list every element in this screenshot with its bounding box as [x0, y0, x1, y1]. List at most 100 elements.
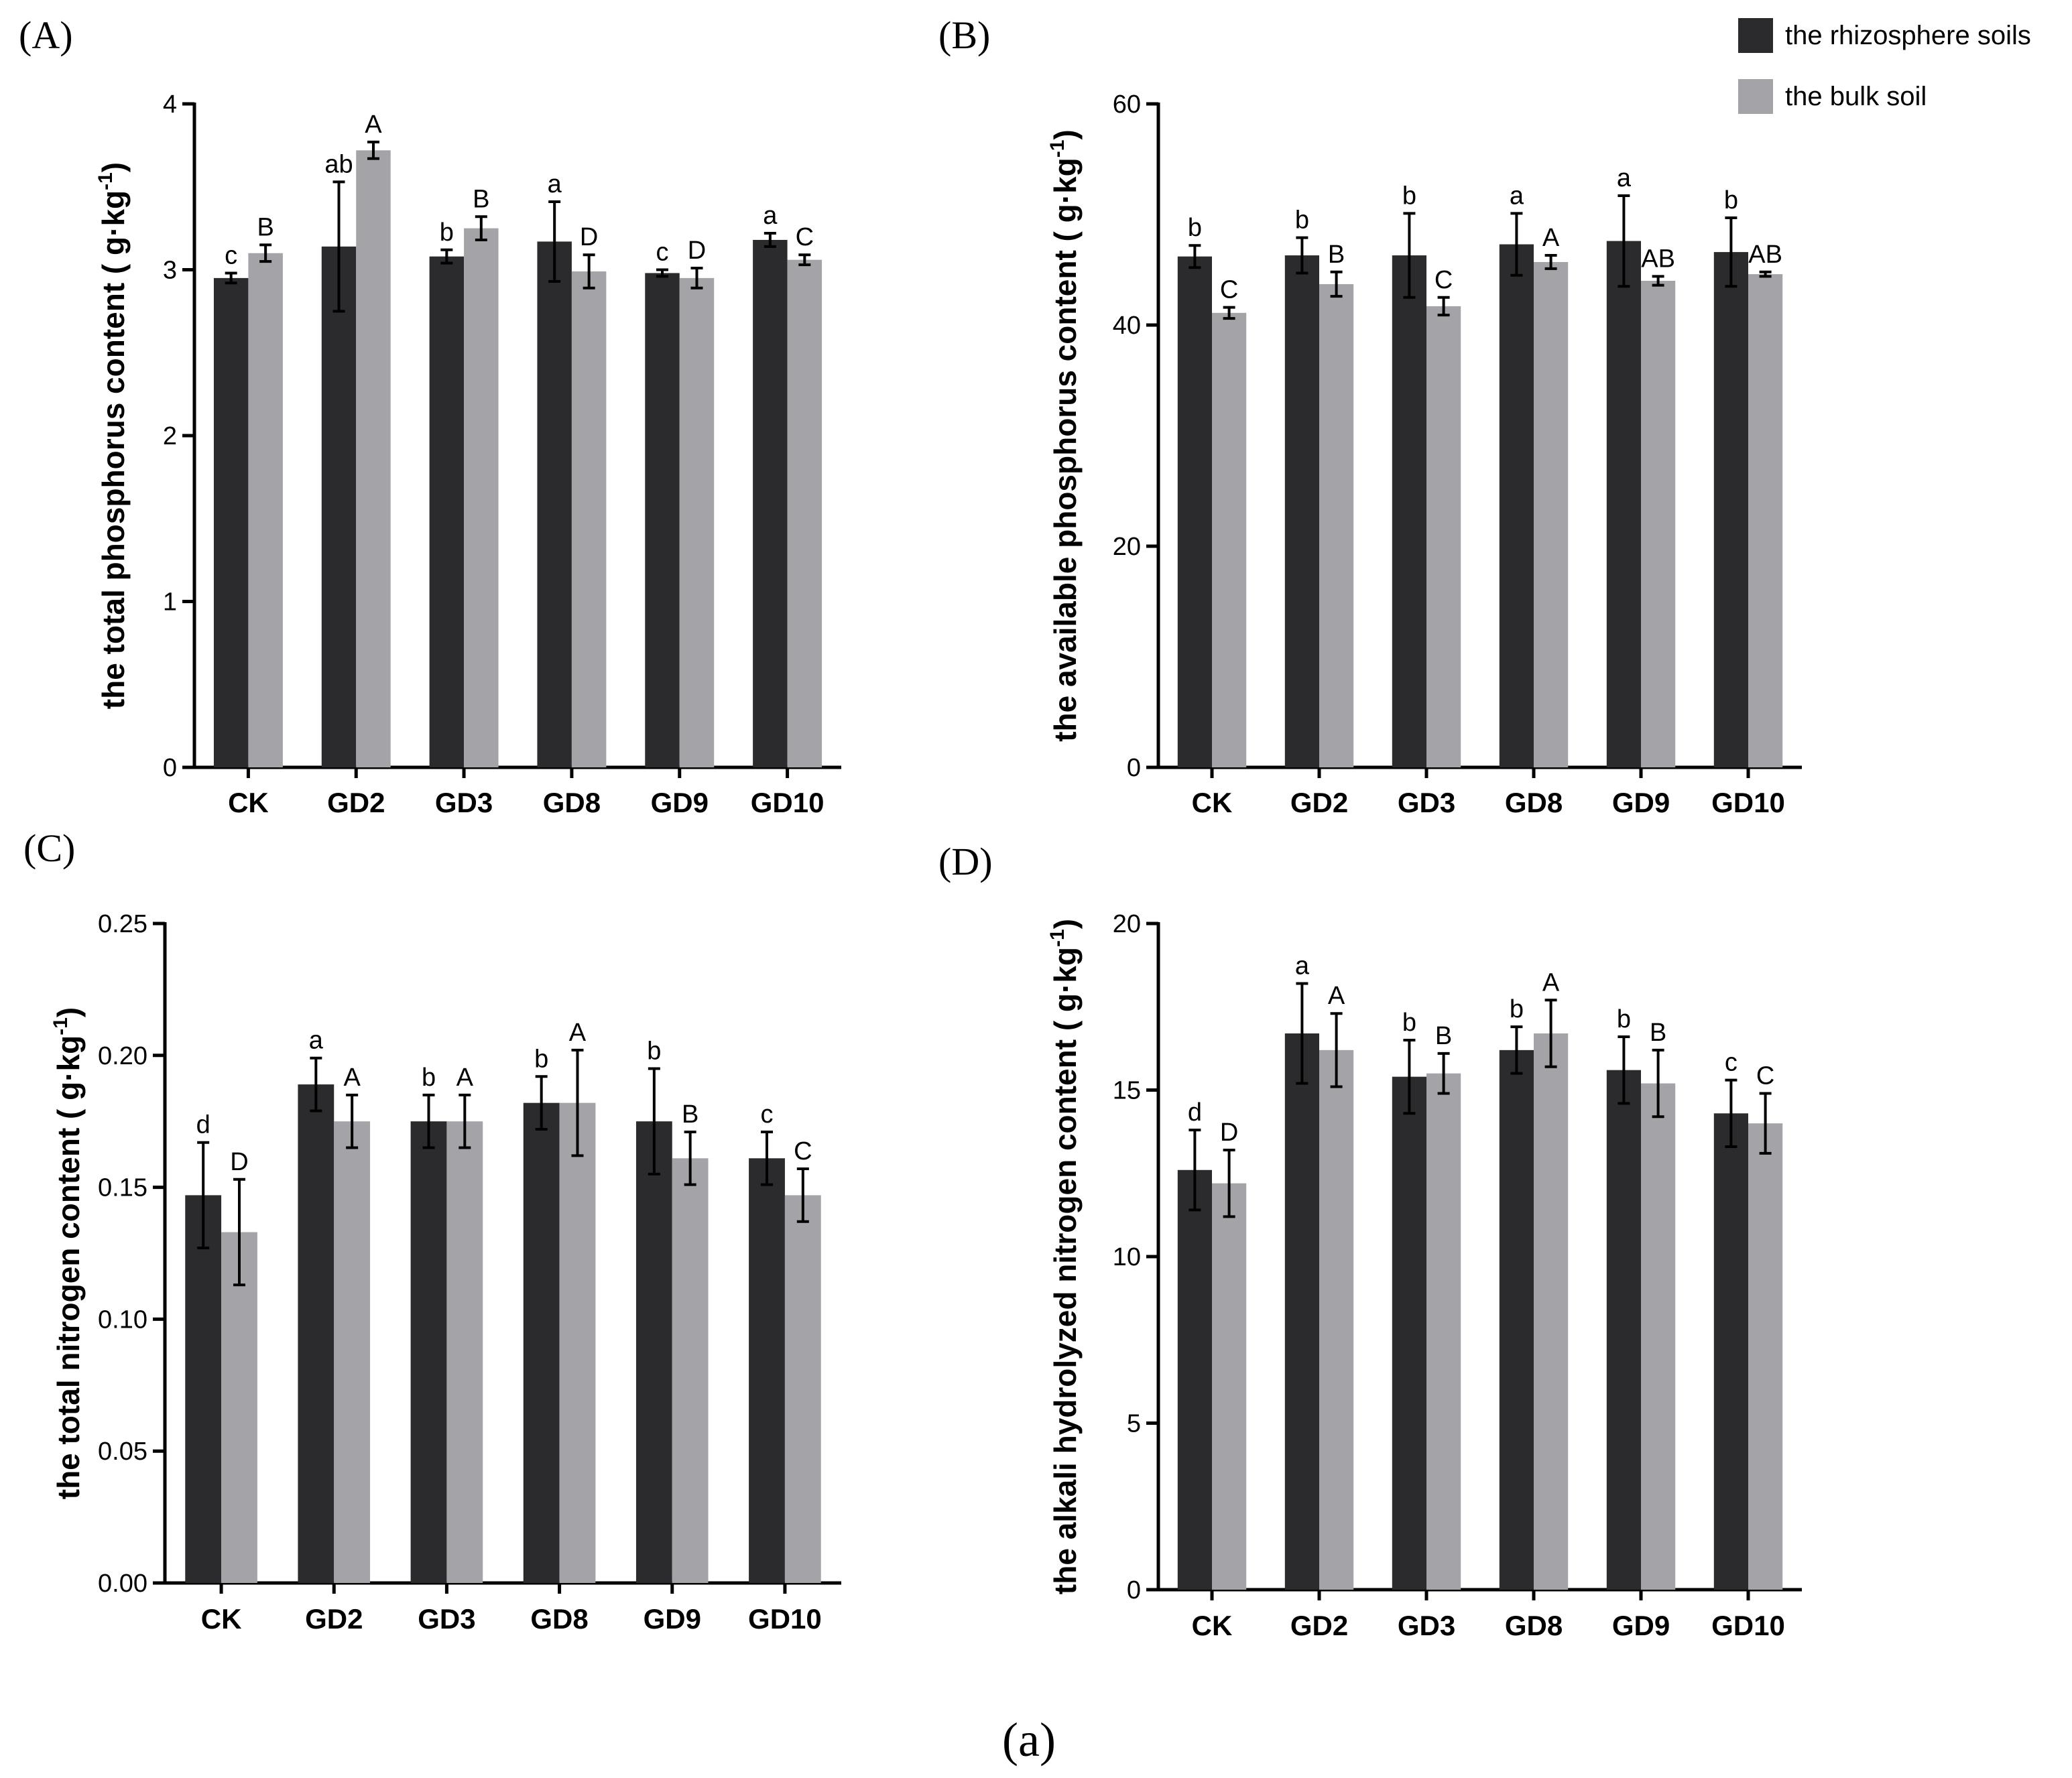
significance-letter: A	[569, 1019, 587, 1047]
x-tick-label: CK	[1192, 1610, 1233, 1641]
x-tick-label: CK	[1192, 787, 1233, 818]
chart-panel-c: (C) 0.00 0.05 0.10 0.15 0.20 0.25 the total nit…	[23, 826, 841, 1635]
significance-letter: b	[422, 1064, 436, 1092]
bar-bulk	[1748, 274, 1783, 768]
y-tick-label: 60	[1113, 90, 1141, 119]
y-tick-label: 5	[1127, 1410, 1141, 1438]
x-tick-label: GD2	[327, 787, 385, 818]
significance-letter: a	[1295, 952, 1310, 980]
significance-letter: d	[196, 1111, 210, 1139]
bar-rhizosphere	[429, 256, 465, 767]
bar-bulk	[1319, 1050, 1354, 1590]
y-tick-label: 2	[163, 422, 177, 450]
significance-letter: b	[440, 218, 454, 247]
significance-letter: D	[688, 237, 706, 265]
x-tick-label: GD8	[530, 1603, 588, 1635]
significance-letter: AB	[1748, 241, 1782, 269]
significance-letter: b	[1402, 1009, 1416, 1037]
y-axis-label: the available phosphorus content ( g·kg-…	[1046, 129, 1083, 742]
bar-bulk	[221, 1232, 257, 1583]
y-tick-label: 0.10	[98, 1306, 147, 1334]
significance-letter: c	[656, 239, 669, 267]
bar-bulk	[571, 271, 607, 768]
significance-letter: A	[365, 111, 382, 139]
bar-bulk	[1534, 1033, 1569, 1590]
bar-rhizosphere	[645, 273, 680, 767]
x-tick-label: GD10	[1711, 1610, 1785, 1641]
x-tick-label: GD9	[644, 1603, 701, 1635]
bar-rhizosphere	[1284, 1033, 1319, 1590]
bar-rhizosphere	[1177, 256, 1212, 767]
y-tick-label: 40	[1113, 312, 1141, 340]
bar-rhizosphere	[298, 1084, 334, 1583]
panel-label: (C)	[23, 826, 75, 870]
bar-rhizosphere	[537, 241, 572, 767]
y-tick-label: 0.20	[98, 1042, 147, 1070]
bar-bulk	[787, 259, 822, 767]
y-tick-label: 0.00	[98, 1570, 147, 1598]
bar-rhizosphere	[1177, 1169, 1212, 1590]
y-tick-label: 0.25	[98, 910, 147, 938]
bar-rhizosphere	[749, 1158, 785, 1583]
legend-swatch-bulk	[1738, 79, 1773, 114]
bar-bulk	[1426, 306, 1461, 767]
y-tick-label: 10	[1113, 1243, 1141, 1271]
legend-label-rhizosphere: the rhizosphere soils	[1785, 21, 2031, 50]
y-tick-label: 0.15	[98, 1174, 147, 1202]
chart-panel-a: (A) 0 1 2 3 4 the total phosphorus content ( g…	[19, 13, 841, 818]
bar-rhizosphere	[1713, 1113, 1748, 1590]
x-tick-label: GD2	[305, 1603, 363, 1635]
significance-letter: C	[1220, 276, 1238, 304]
bar-bulk	[679, 277, 715, 767]
bar-bulk	[1641, 281, 1676, 767]
bar-rhizosphere	[1606, 241, 1641, 768]
legend-label-bulk: the bulk soil	[1785, 82, 1927, 111]
bar-bulk	[1641, 1083, 1676, 1590]
bar-bulk	[334, 1121, 371, 1583]
significance-letter: a	[548, 170, 562, 198]
bar-rhizosphere	[1713, 252, 1748, 768]
significance-letter: D	[1220, 1119, 1238, 1147]
bar-rhizosphere	[523, 1102, 560, 1583]
bar-rhizosphere	[321, 246, 357, 768]
y-tick-label: 0	[163, 754, 177, 782]
bar-bulk	[1319, 283, 1354, 767]
x-tick-label: GD9	[1612, 1610, 1670, 1641]
bar-bulk	[464, 228, 499, 767]
y-tick-label: 0.05	[98, 1438, 147, 1466]
significance-letter: B	[682, 1100, 698, 1129]
bar-bulk	[446, 1121, 483, 1583]
significance-letter: d	[1188, 1098, 1202, 1127]
x-tick-label: GD8	[543, 787, 601, 818]
x-tick-label: GD8	[1505, 1610, 1563, 1641]
y-tick-label: 20	[1113, 533, 1141, 561]
bar-bulk	[672, 1158, 709, 1583]
significance-letter: b	[1402, 182, 1416, 210]
bar-rhizosphere	[1499, 1050, 1534, 1590]
significance-letter: b	[1188, 214, 1202, 242]
x-tick-label: CK	[228, 787, 269, 818]
significance-letter: b	[1510, 995, 1524, 1023]
y-tick-label: 15	[1113, 1077, 1141, 1105]
y-tick-label: 4	[163, 90, 177, 119]
x-tick-label: GD3	[1398, 1610, 1455, 1641]
panel-label: (D)	[938, 840, 993, 883]
bar-rhizosphere	[410, 1121, 447, 1583]
significance-letter: b	[647, 1037, 661, 1065]
significance-letter: ab	[324, 150, 353, 178]
significance-letter: a	[309, 1027, 324, 1055]
x-tick-label: GD3	[435, 787, 493, 818]
significance-letter: D	[580, 223, 598, 251]
significance-letter: B	[1435, 1022, 1452, 1050]
bar-rhizosphere	[1499, 244, 1534, 767]
figure-caption: (a)	[1002, 1713, 1056, 1767]
significance-letter: B	[257, 213, 273, 241]
significance-letter: C	[796, 223, 814, 251]
bar-rhizosphere	[185, 1195, 222, 1583]
x-tick-label: GD8	[1505, 787, 1563, 818]
significance-letter: c	[1725, 1049, 1738, 1077]
panel-label: (B)	[938, 13, 990, 57]
significance-letter: AB	[1641, 245, 1675, 273]
significance-letter: b	[1295, 206, 1309, 235]
